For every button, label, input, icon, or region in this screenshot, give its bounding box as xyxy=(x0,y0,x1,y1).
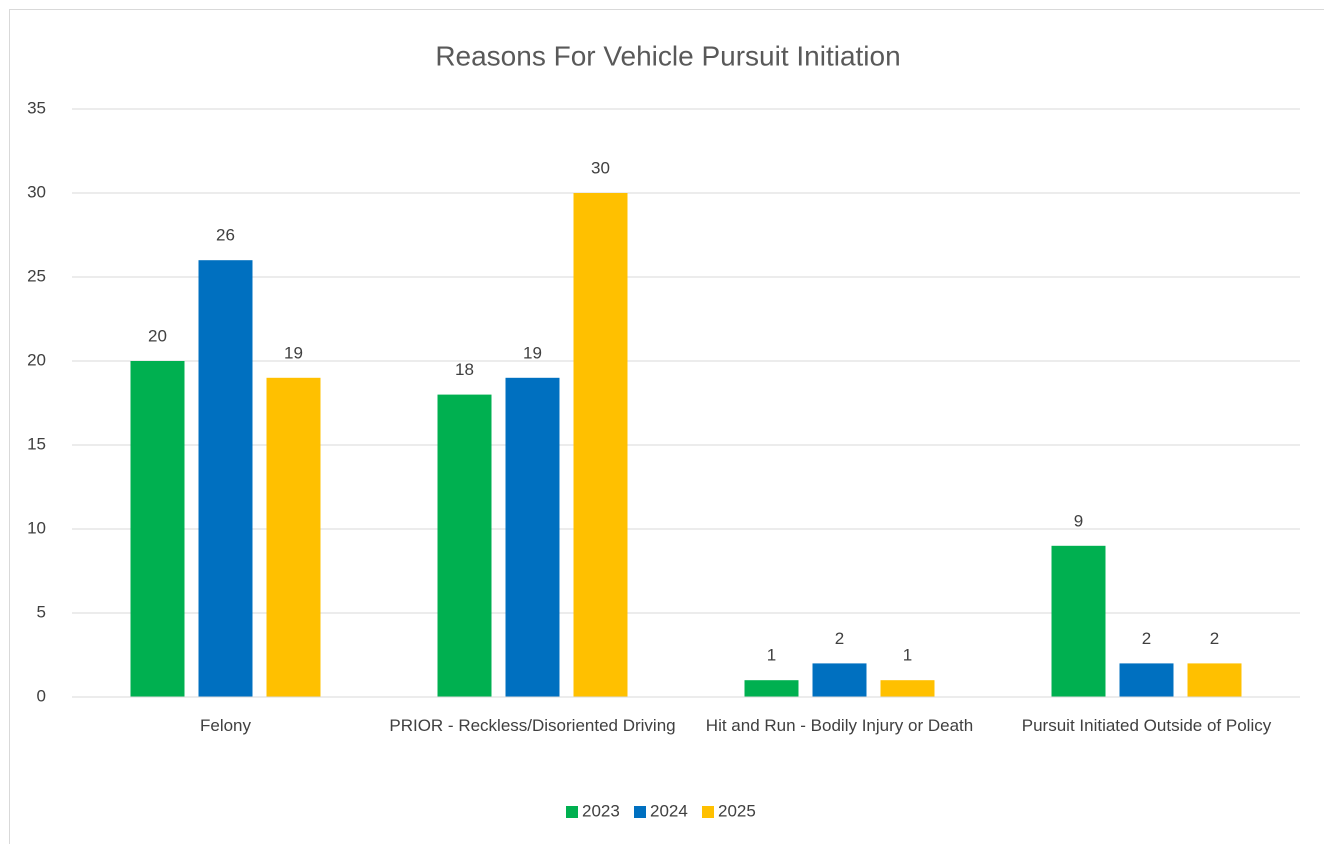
legend-swatch xyxy=(702,806,714,818)
data-label: 1 xyxy=(767,646,776,665)
data-label: 20 xyxy=(148,326,167,345)
legend-swatch xyxy=(566,806,578,818)
chart-border xyxy=(9,9,1324,844)
data-label: 18 xyxy=(455,360,474,379)
bar xyxy=(1051,545,1106,697)
x-tick-label: PRIOR - Reckless/Disoriented Driving xyxy=(389,716,676,735)
bar xyxy=(573,193,628,697)
y-tick-label: 5 xyxy=(37,602,46,621)
y-tick-label: 20 xyxy=(27,350,46,369)
bar xyxy=(437,394,492,697)
bar xyxy=(505,377,560,697)
legend-label: 2023 xyxy=(582,801,620,820)
data-label: 2 xyxy=(1142,629,1151,648)
x-tick-label: Pursuit Initiated Outside of Policy xyxy=(1021,716,1272,735)
chart-title: Reasons For Vehicle Pursuit Initiation xyxy=(435,40,900,71)
bar xyxy=(130,361,185,697)
legend-label: 2025 xyxy=(718,801,756,820)
legend-swatch xyxy=(634,806,646,818)
x-tick-label: Felony xyxy=(199,716,252,735)
data-label: 19 xyxy=(284,343,303,362)
y-tick-label: 10 xyxy=(27,518,46,537)
data-label: 1 xyxy=(903,646,912,665)
x-tick-label: Hit and Run - Bodily Injury or Death xyxy=(705,716,974,735)
y-tick-label: 30 xyxy=(27,182,46,201)
data-label: 26 xyxy=(216,226,235,245)
data-label: 9 xyxy=(1074,511,1083,530)
data-label: 2 xyxy=(1210,629,1219,648)
legend-label: 2024 xyxy=(650,801,688,820)
y-tick-label: 35 xyxy=(27,98,46,117)
data-label: 19 xyxy=(523,343,542,362)
data-label: 30 xyxy=(591,158,610,177)
bar xyxy=(198,260,253,697)
data-label: 2 xyxy=(835,629,844,648)
bar xyxy=(880,680,935,697)
y-tick-label: 25 xyxy=(27,266,46,285)
y-tick-label: 0 xyxy=(37,686,46,705)
bar xyxy=(812,663,867,697)
bar xyxy=(744,680,799,697)
bar xyxy=(1187,663,1242,697)
bar xyxy=(1119,663,1174,697)
y-tick-label: 15 xyxy=(27,434,46,453)
bar xyxy=(266,377,321,697)
